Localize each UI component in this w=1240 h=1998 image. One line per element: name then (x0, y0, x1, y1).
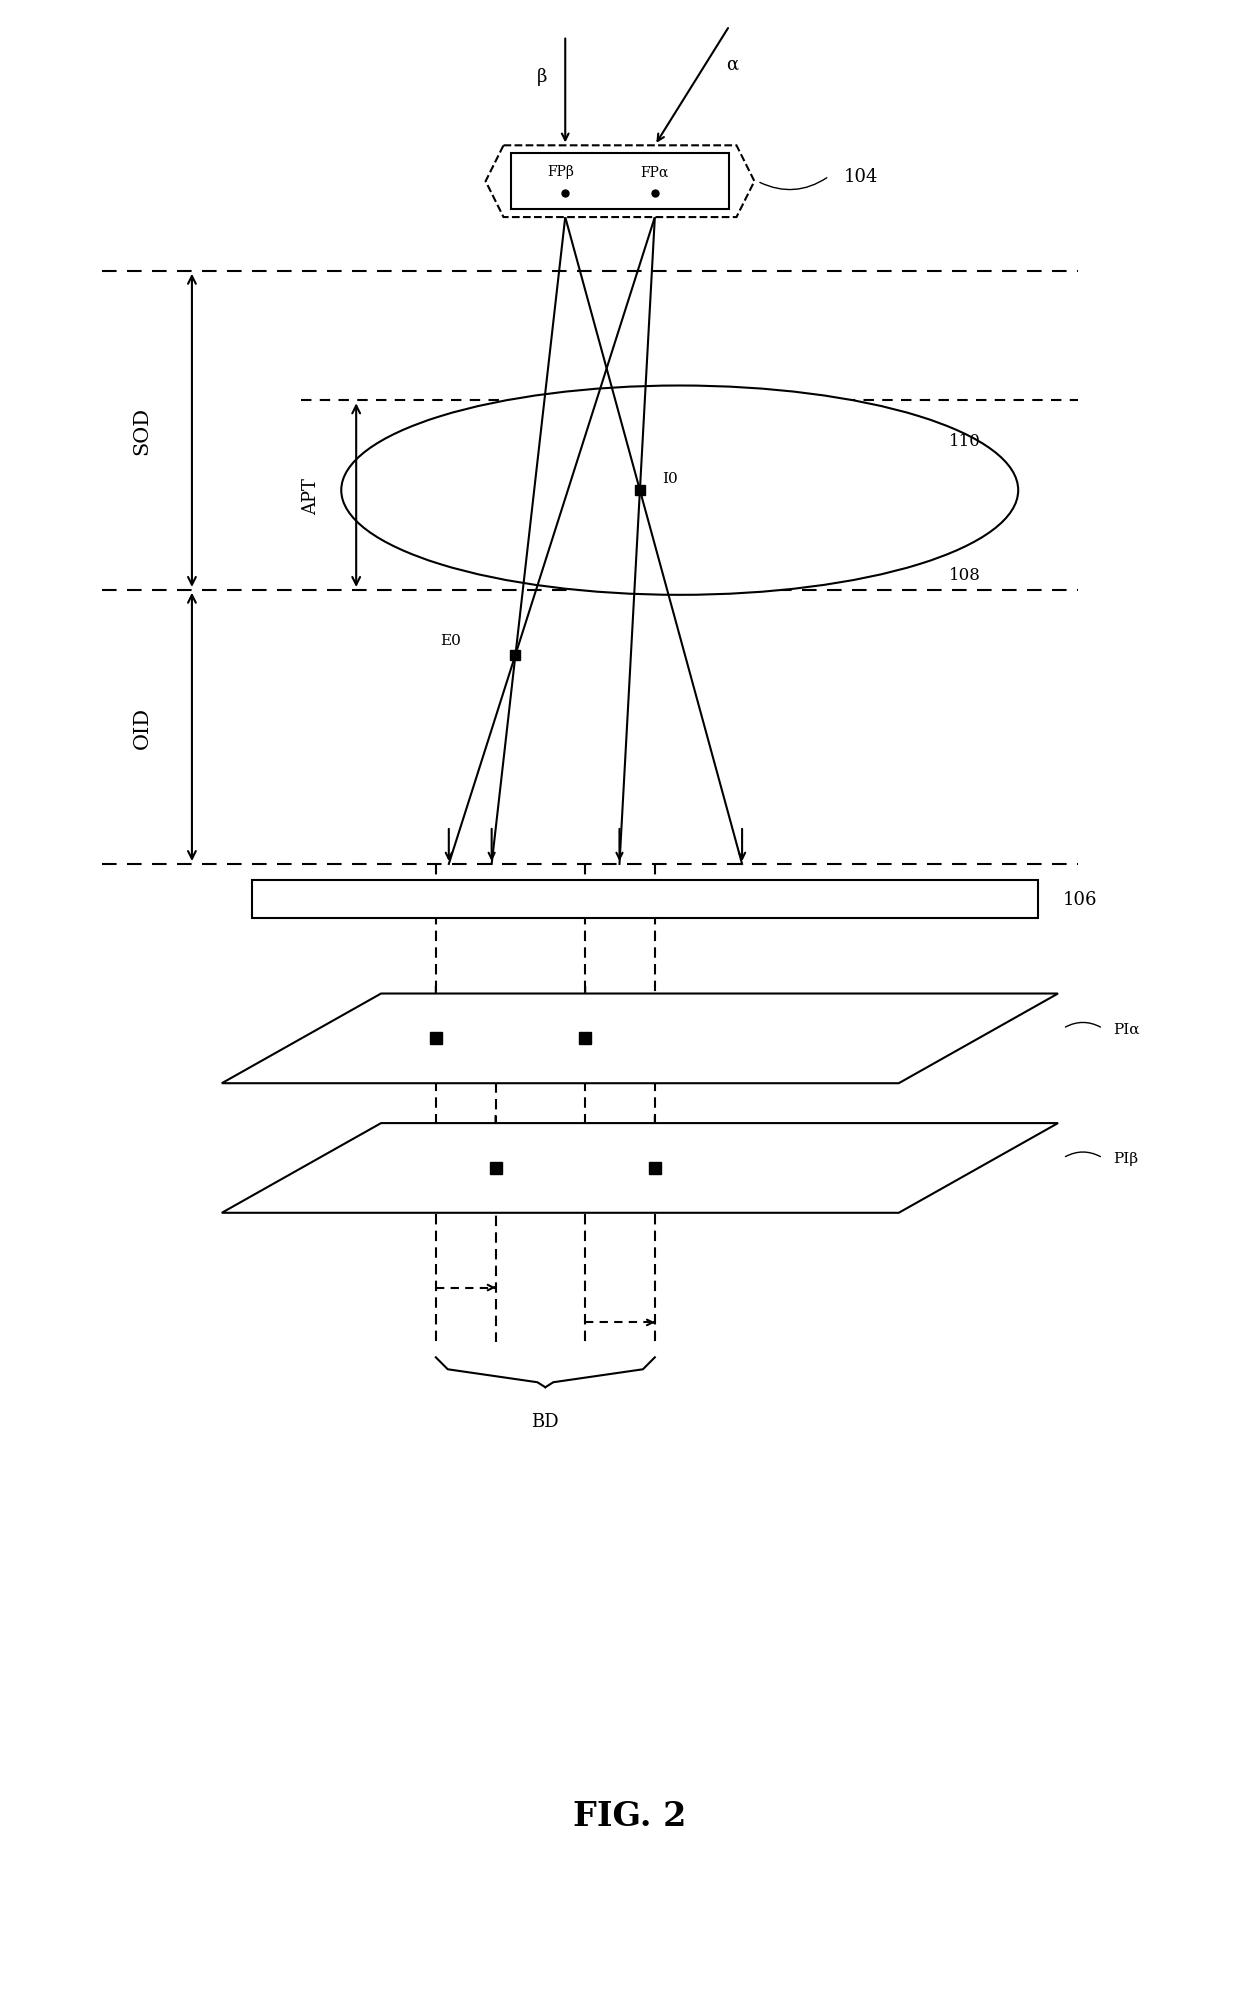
Polygon shape (222, 1123, 1058, 1213)
Text: 104: 104 (844, 168, 878, 186)
Text: I0: I0 (662, 472, 677, 486)
Bar (252, 881, 1038, 919)
Text: I0α: I0α (598, 1003, 620, 1017)
Text: E0α: E0α (396, 1003, 424, 1017)
Ellipse shape (341, 386, 1018, 595)
Text: PIα: PIα (1112, 1021, 1140, 1035)
Text: E0β: E0β (511, 1133, 537, 1147)
Text: 106: 106 (1063, 891, 1097, 909)
Text: FIG. 2: FIG. 2 (573, 1800, 687, 1832)
Text: 110: 110 (949, 434, 981, 450)
Text: I0β: I0β (621, 1133, 642, 1147)
Text: α: α (727, 56, 739, 74)
Text: E0: E0 (440, 633, 461, 647)
Text: FPα: FPα (641, 166, 668, 180)
Text: SOD: SOD (133, 408, 151, 456)
Polygon shape (222, 995, 1058, 1083)
Text: OID: OID (133, 707, 151, 749)
Bar (511, 154, 729, 210)
Text: FPβ: FPβ (547, 166, 574, 180)
Text: β: β (537, 68, 547, 86)
Text: PIβ: PIβ (1112, 1151, 1138, 1165)
Polygon shape (486, 146, 754, 218)
Text: APT: APT (303, 478, 320, 513)
Text: 108: 108 (949, 567, 981, 583)
Text: BD: BD (532, 1413, 559, 1431)
